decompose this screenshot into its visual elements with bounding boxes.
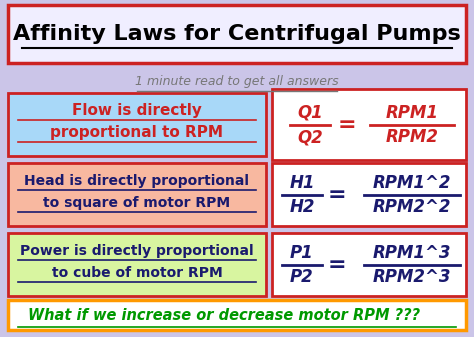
Text: =: = (328, 254, 346, 275)
Text: RPM1^2: RPM1^2 (373, 174, 451, 191)
Bar (8, 300, 466, 330)
Bar (8, 233, 266, 296)
Text: H1: H1 (289, 174, 315, 191)
Text: Head is directly proportional: Head is directly proportional (25, 174, 249, 188)
Text: Q2: Q2 (297, 128, 323, 147)
Bar (8, 93, 266, 156)
Text: RPM2: RPM2 (385, 128, 438, 147)
Text: What if we increase or decrease motor RPM ???: What if we increase or decrease motor RP… (28, 307, 420, 323)
Bar (8, 163, 266, 226)
Bar (272, 233, 466, 296)
Text: proportional to RPM: proportional to RPM (51, 125, 224, 141)
Text: P1: P1 (290, 244, 314, 262)
Bar (8, 5, 466, 63)
Text: to square of motor RPM: to square of motor RPM (44, 196, 230, 210)
Text: =: = (328, 184, 346, 205)
Text: 1 minute read to get all answers: 1 minute read to get all answers (135, 75, 339, 88)
Text: Power is directly proportional: Power is directly proportional (20, 244, 254, 258)
Text: Q1: Q1 (297, 103, 323, 122)
Text: RPM2^2: RPM2^2 (373, 198, 451, 216)
Bar (272, 89, 466, 160)
Text: Flow is directly: Flow is directly (72, 103, 202, 119)
Text: RPM2^3: RPM2^3 (373, 269, 451, 286)
Text: =: = (337, 115, 356, 134)
Text: RPM1^3: RPM1^3 (373, 244, 451, 262)
Text: RPM1: RPM1 (385, 103, 438, 122)
Bar (272, 163, 466, 226)
Text: H2: H2 (289, 198, 315, 216)
Text: Affinity Laws for Centrifugal Pumps: Affinity Laws for Centrifugal Pumps (13, 24, 461, 44)
Text: P2: P2 (290, 269, 314, 286)
Text: to cube of motor RPM: to cube of motor RPM (52, 266, 222, 280)
